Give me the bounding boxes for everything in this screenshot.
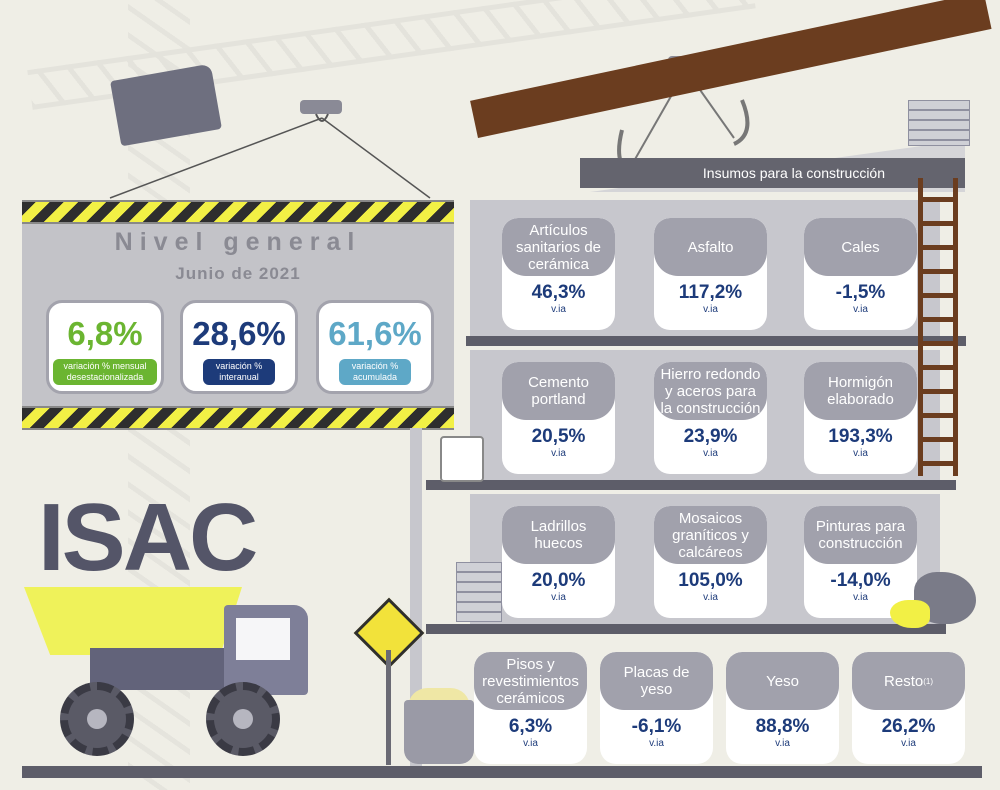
indicator-label: variación % acumulada: [339, 359, 411, 385]
truck-wheel-icon: [206, 682, 280, 756]
indicator-value: 28,6%: [192, 315, 286, 352]
insumo-name: Cemento portland: [502, 362, 615, 420]
insumo-unit: v.ia: [551, 592, 566, 603]
slab-3: [426, 624, 946, 634]
insumo-value: 20,0%: [531, 570, 586, 591]
slab-1: [466, 336, 966, 346]
indicator-value: 61,6%: [328, 315, 422, 352]
insumo-name: Cales: [804, 218, 917, 276]
bucket-icon: [404, 700, 474, 764]
hazard-stripe-bottom: [22, 406, 454, 430]
insumo-name: Mosaicos graníticos y calcáreos: [654, 506, 767, 564]
ladder-icon: [918, 178, 958, 476]
insumo-value: 46,3%: [531, 282, 586, 303]
insumo-card: Yeso 88,8% v.ia: [726, 652, 839, 764]
insumo-value: 117,2%: [678, 282, 743, 303]
insumo-value: -14,0%: [830, 570, 891, 591]
insumo-value: 23,9%: [683, 426, 738, 447]
insumo-unit: v.ia: [703, 304, 718, 315]
insumo-name: Yeso: [726, 652, 839, 710]
panel-date: Junio de 2021: [175, 264, 301, 283]
insumo-card: Pinturas para construcción -14,0% v.ia: [804, 506, 917, 618]
insumo-value: 26,2%: [881, 716, 936, 737]
insumo-name: Asfalto: [654, 218, 767, 276]
insumo-card: Pisos y revestimientos cerámicos 6,3% v.…: [474, 652, 587, 764]
insumo-unit: v.ia: [703, 448, 718, 459]
truck-dump-bed: [24, 587, 242, 655]
hazard-stripe-top: [22, 200, 454, 224]
insumo-card: Ladrillos huecos 20,0% v.ia: [502, 506, 615, 618]
insumo-unit: v.ia: [853, 592, 868, 603]
panel-title: Nivel general: [114, 228, 362, 256]
insumo-card: Resto (1) 26,2% v.ia: [852, 652, 965, 764]
insumo-unit: v.ia: [901, 738, 916, 749]
insumo-card: Hormigón elaborado 193,3% v.ia: [804, 362, 917, 474]
insumos-title: Insumos para la construcción: [580, 158, 965, 188]
insumo-card: Placas de yeso -6,1% v.ia: [600, 652, 713, 764]
indicator-value: 6,8%: [67, 315, 143, 352]
insumo-name: Ladrillos huecos: [502, 506, 615, 564]
insumo-value: 88,8%: [755, 716, 810, 737]
indicator-label: variación % mensual desestacionalizada: [53, 359, 157, 385]
insumo-card: Cemento portland 20,5% v.ia: [502, 362, 615, 474]
sand-pile-icon: [890, 600, 930, 628]
insumo-name: Placas de yeso: [600, 652, 713, 710]
insumo-unit: v.ia: [703, 592, 718, 603]
indicator-card-acumulada: 61,6% variación % acumulada: [316, 300, 434, 394]
insumo-name: Hierro redondo y aceros para la construc…: [654, 362, 767, 420]
ground-line: [22, 766, 982, 778]
bricks-icon: [908, 100, 970, 146]
truck-wheel-icon: [60, 682, 134, 756]
insumo-unit: v.ia: [649, 738, 664, 749]
insumo-card: Hierro redondo y aceros para la construc…: [654, 362, 767, 474]
truck-window: [236, 618, 290, 660]
insumo-card: Cales -1,5% v.ia: [804, 218, 917, 330]
brand-isac: ISAC: [38, 484, 258, 591]
insumo-value: -1,5%: [835, 282, 886, 303]
indicator-card-mensual: 6,8% variación % mensual desestacionaliz…: [46, 300, 164, 394]
nivel-general-panel: Nivel general Junio de 2021 6,8% variaci…: [22, 200, 454, 430]
indicator-label: variación % interanual: [203, 359, 275, 385]
insumo-name: Pisos y revestimientos cerámicos: [474, 652, 587, 710]
slab-2: [426, 480, 956, 490]
paint-bucket-icon: [440, 436, 484, 482]
bricks-icon: [456, 562, 502, 622]
insumo-value: 105,0%: [678, 570, 743, 591]
insumo-name: Resto (1): [852, 652, 965, 710]
insumo-unit: v.ia: [551, 448, 566, 459]
insumo-value: 20,5%: [531, 426, 586, 447]
insumo-name: Pinturas para construcción: [804, 506, 917, 564]
insumo-card: Mosaicos graníticos y calcáreos 105,0% v…: [654, 506, 767, 618]
building-column: [410, 428, 422, 768]
insumo-value: 193,3%: [828, 426, 893, 447]
insumo-card: Artículos sanitarios de cerámica 46,3% v…: [502, 218, 615, 330]
insumo-value: -6,1%: [631, 716, 682, 737]
insumo-unit: v.ia: [551, 304, 566, 315]
insumo-unit: v.ia: [523, 738, 538, 749]
insumo-unit: v.ia: [775, 738, 790, 749]
footnote-mark: (1): [923, 676, 933, 686]
insumo-unit: v.ia: [853, 448, 868, 459]
insumo-card: Asfalto 117,2% v.ia: [654, 218, 767, 330]
insumo-value: 6,3%: [508, 716, 553, 737]
insumo-name: Artículos sanitarios de cerámica: [502, 218, 615, 276]
insumo-name: Hormigón elaborado: [804, 362, 917, 420]
insumo-unit: v.ia: [853, 304, 868, 315]
sign-pole: [386, 650, 391, 765]
indicator-card-interanual: 28,6% variación % interanual: [180, 300, 298, 394]
